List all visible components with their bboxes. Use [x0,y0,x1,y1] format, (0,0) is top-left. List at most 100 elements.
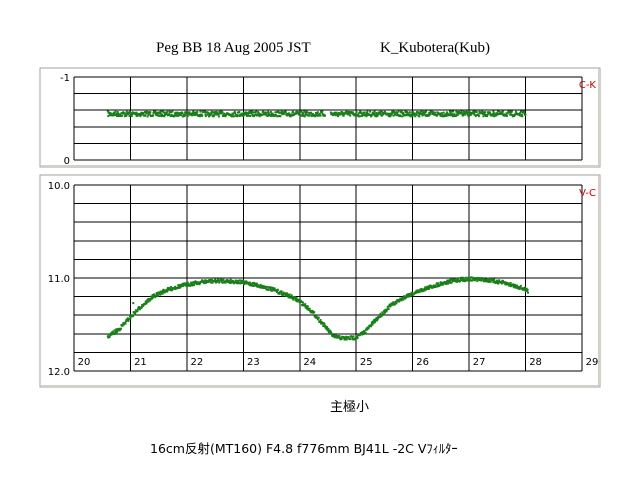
data-point [361,333,364,336]
data-point [278,292,281,295]
data-point [477,115,480,118]
data-point [433,113,436,116]
data-point [469,113,472,116]
data-point [520,110,523,113]
data-point [148,299,151,302]
data-point [402,298,405,301]
data-point [124,115,127,118]
data-point [351,335,354,338]
data-point [119,114,122,117]
data-point [406,295,409,298]
data-point [361,331,364,334]
data-point [126,317,129,320]
data-point [475,110,478,113]
data-point [358,111,361,114]
data-point [389,305,392,308]
data-point [362,113,365,116]
event-caption: 主極小 [330,400,370,415]
data-point [181,111,184,114]
data-point [357,113,360,116]
data-point [186,281,189,284]
data-point [341,111,344,114]
data-point [411,114,414,117]
data-point [236,114,239,117]
data-point [408,295,411,298]
data-point [342,113,345,116]
data-point [257,111,260,114]
data-point [355,111,358,114]
panel-v-c: 10.0 11.0 12.0 20 21 22 23 24 25 26 27 28 29 V-C [39,174,601,388]
data-point [458,110,461,113]
data-point [469,279,472,282]
data-point [326,326,329,329]
data-point [393,113,396,116]
data-point [359,110,362,113]
data-point [246,112,249,115]
data-point [399,115,402,118]
data-point [195,113,198,116]
data-point [245,111,248,114]
data-point [166,110,169,113]
data-point [345,110,348,113]
data-point [508,284,511,287]
data-point [144,300,147,303]
data-point [275,111,278,114]
data-point [481,111,484,114]
data-point [208,112,211,115]
data-point [327,328,330,331]
data-point [297,113,300,116]
data-point [255,110,258,113]
data-point [484,278,487,281]
data-point [352,335,355,338]
data-point [362,111,365,114]
data-point [388,112,391,115]
data-point [379,312,382,315]
data-point [332,114,335,117]
data-point [489,112,492,115]
y-tick-label: 10.0 [48,181,70,192]
data-point [509,113,512,116]
data-points [106,110,527,118]
data-point [243,113,246,116]
data-point [347,336,350,339]
data-point [196,283,199,286]
data-point [484,111,487,114]
data-point [445,111,448,114]
data-point [163,291,166,294]
data-point [116,111,119,114]
data-point [436,282,439,285]
data-point [462,278,465,281]
data-point [313,311,316,314]
data-point [270,286,273,289]
data-point [423,287,426,290]
data-point [121,114,124,117]
data-point [480,279,483,282]
data-point [247,114,250,117]
data-point [179,285,182,288]
data-point [177,114,180,117]
data-point [407,293,410,296]
data-point [148,113,151,116]
panel-frame [39,174,601,388]
data-point [453,113,456,116]
data-point [317,316,320,319]
data-point [427,286,430,289]
data-point [472,110,475,113]
series-label: C-K [579,80,597,91]
data-point [486,115,489,118]
data-point [500,113,503,116]
data-point [299,110,302,113]
data-point [248,111,251,114]
data-point [218,281,221,284]
data-point [251,114,254,117]
data-point [160,110,163,113]
data-point [128,114,131,117]
data-point [218,110,221,113]
data-point [451,278,454,281]
data-point [199,110,202,113]
data-point [374,113,377,116]
data-point [506,112,509,115]
data-point [221,281,224,284]
data-point [196,110,199,113]
data-point [425,110,428,113]
